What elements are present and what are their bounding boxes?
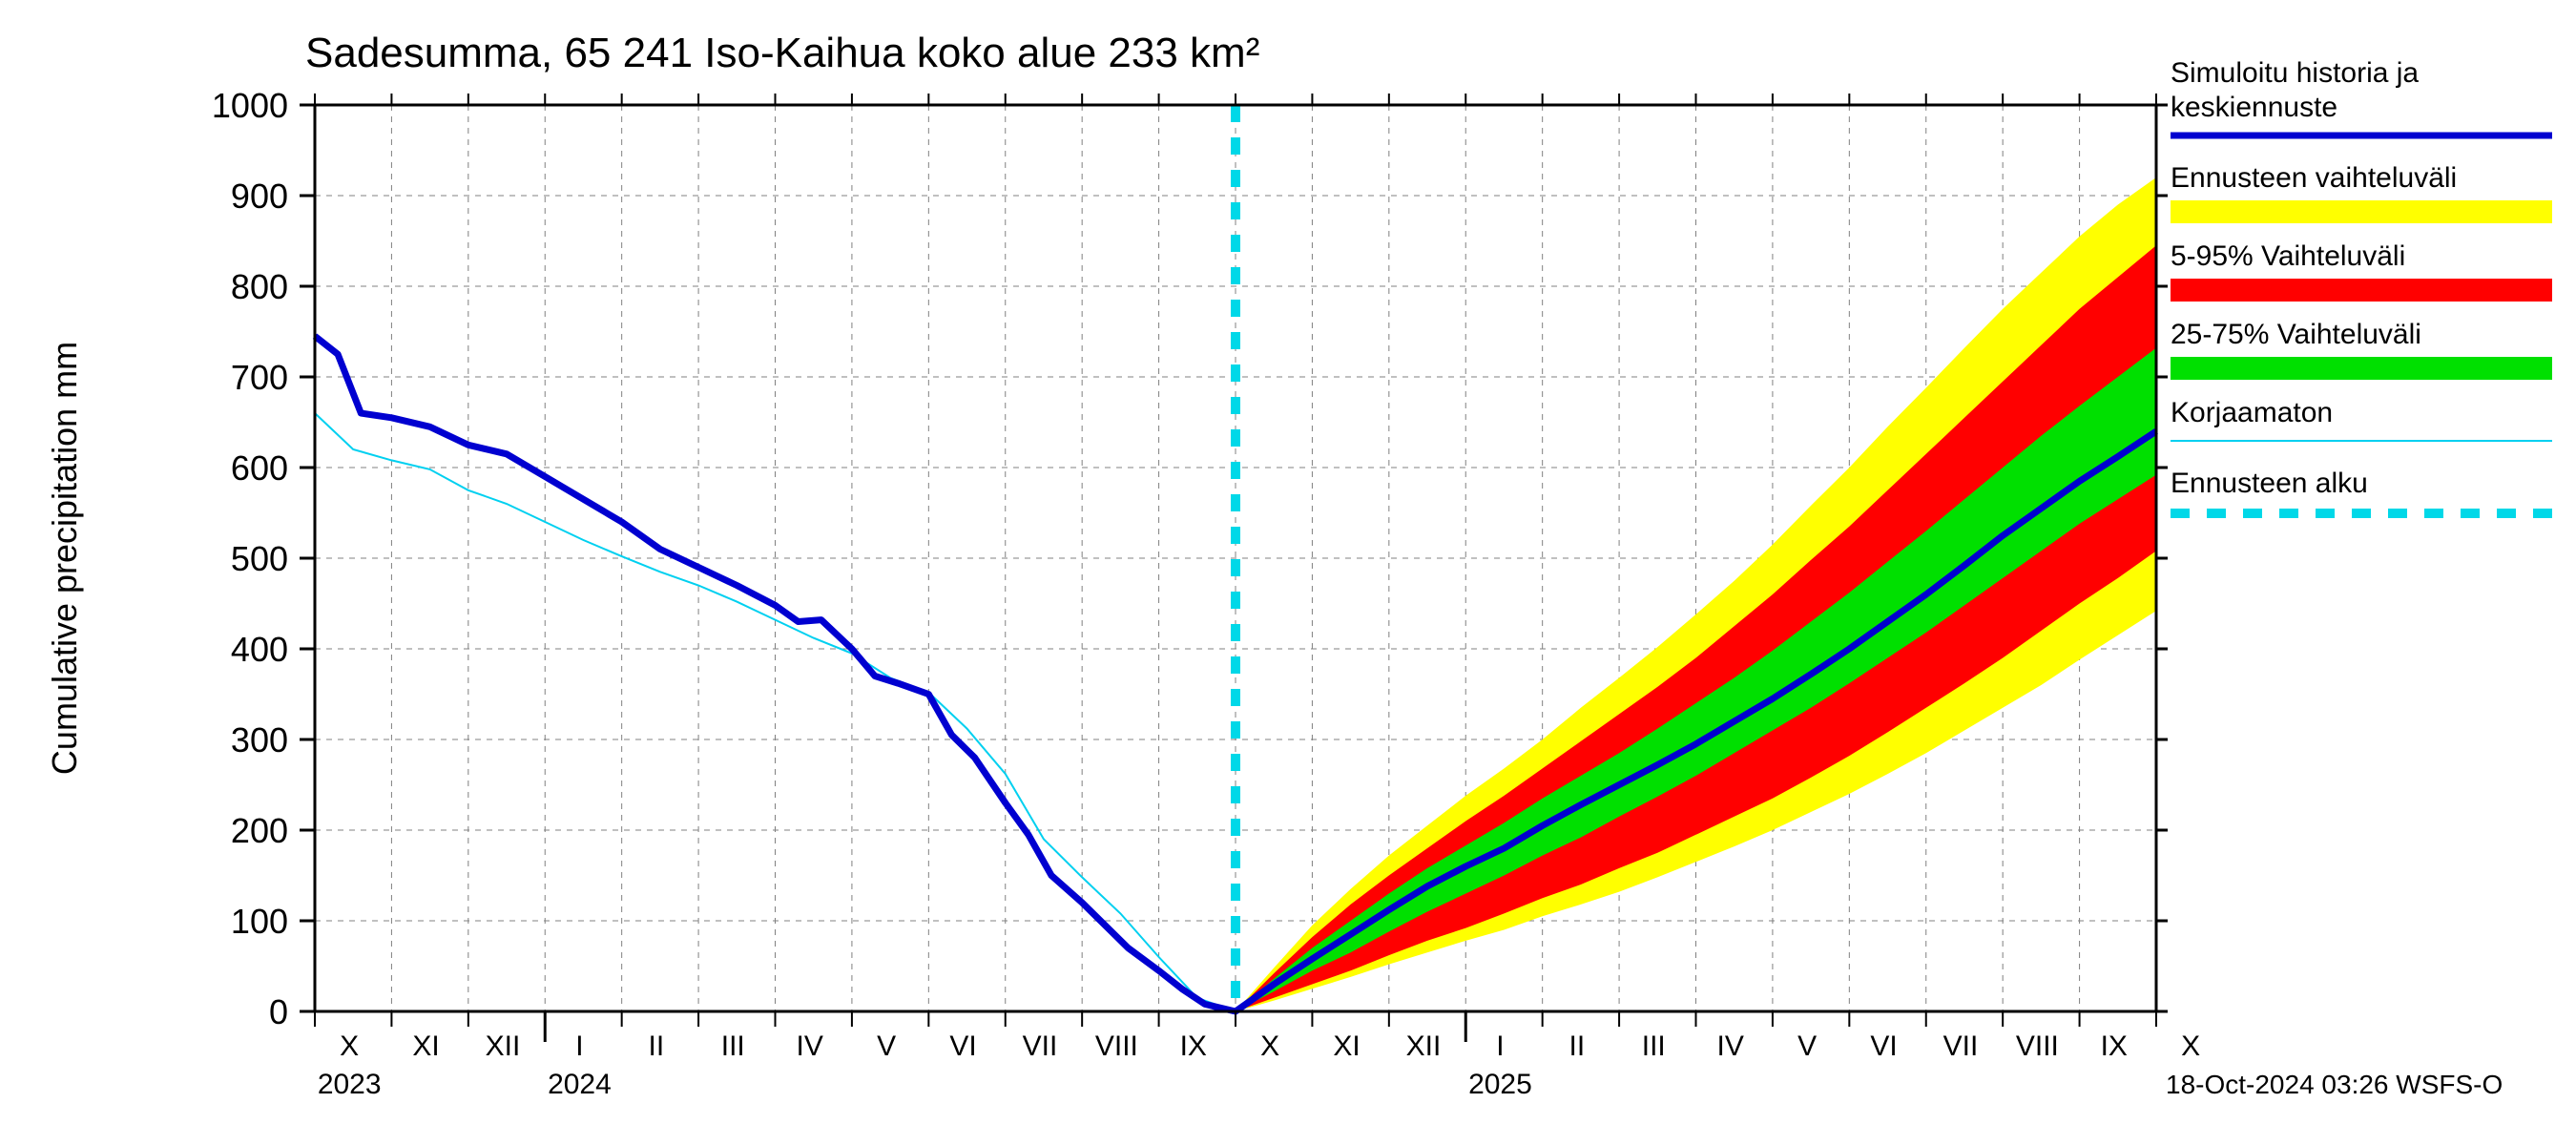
y-tick-label: 600 bbox=[231, 448, 288, 488]
x-month-label: VIII bbox=[2016, 1030, 2059, 1062]
legend-label: Simuloitu historia ja bbox=[2171, 57, 2419, 89]
x-month-label: V bbox=[877, 1030, 896, 1062]
y-tick-label: 500 bbox=[231, 539, 288, 578]
legend-label: Ennusteen alku bbox=[2171, 468, 2368, 499]
x-month-label: X bbox=[1260, 1030, 1279, 1062]
chart-container: 01002003004005006007008009001000XXIXIIII… bbox=[0, 0, 2576, 1145]
x-month-label: XII bbox=[486, 1030, 521, 1062]
y-tick-label: 100 bbox=[231, 902, 288, 941]
x-month-label: VI bbox=[949, 1030, 976, 1062]
legend-swatch bbox=[2171, 357, 2552, 380]
y-tick-label: 200 bbox=[231, 811, 288, 850]
x-month-label: VIII bbox=[1095, 1030, 1138, 1062]
y-tick-label: 800 bbox=[231, 267, 288, 306]
legend-label: keskiennuste bbox=[2171, 92, 2337, 123]
x-year-label: 2023 bbox=[318, 1069, 382, 1100]
y-tick-label: 700 bbox=[231, 358, 288, 397]
legend-label: Korjaamaton bbox=[2171, 397, 2333, 428]
x-month-label: VII bbox=[1943, 1030, 1979, 1062]
y-tick-label: 0 bbox=[269, 992, 288, 1031]
x-month-label: VI bbox=[1870, 1030, 1897, 1062]
x-month-label: I bbox=[575, 1030, 583, 1062]
y-axis-title: Cumulative precipitation mm bbox=[45, 342, 84, 775]
precipitation-chart: 01002003004005006007008009001000XXIXIIII… bbox=[0, 0, 2576, 1145]
x-month-label: V bbox=[1797, 1030, 1817, 1062]
legend-swatch bbox=[2171, 200, 2552, 223]
x-month-label: IV bbox=[1717, 1030, 1744, 1062]
x-month-label: X bbox=[2181, 1030, 2200, 1062]
y-tick-label: 900 bbox=[231, 177, 288, 216]
x-month-label: XI bbox=[1333, 1030, 1360, 1062]
legend-swatch bbox=[2171, 279, 2552, 302]
x-month-label: I bbox=[1496, 1030, 1504, 1062]
x-month-label: III bbox=[1642, 1030, 1666, 1062]
legend-label: 25-75% Vaihteluväli bbox=[2171, 319, 2421, 350]
x-month-label: II bbox=[649, 1030, 665, 1062]
chart-footer: 18-Oct-2024 03:26 WSFS-O bbox=[2166, 1070, 2503, 1099]
x-year-label: 2025 bbox=[1468, 1069, 1532, 1100]
chart-title: Sadesumma, 65 241 Iso-Kaihua koko alue 2… bbox=[305, 30, 1259, 76]
x-month-label: XII bbox=[1406, 1030, 1442, 1062]
x-month-label: IX bbox=[2101, 1030, 2128, 1062]
x-month-label: II bbox=[1569, 1030, 1586, 1062]
x-year-label: 2024 bbox=[548, 1069, 612, 1100]
y-tick-label: 1000 bbox=[212, 86, 288, 125]
y-tick-label: 300 bbox=[231, 720, 288, 760]
x-month-label: IX bbox=[1180, 1030, 1207, 1062]
x-month-label: VII bbox=[1023, 1030, 1058, 1062]
y-tick-label: 400 bbox=[231, 630, 288, 669]
x-month-label: XI bbox=[412, 1030, 439, 1062]
x-month-label: III bbox=[721, 1030, 745, 1062]
x-month-label: IV bbox=[797, 1030, 823, 1062]
x-month-label: X bbox=[340, 1030, 359, 1062]
legend-label: 5-95% Vaihteluväli bbox=[2171, 240, 2405, 272]
legend-label: Ennusteen vaihteluväli bbox=[2171, 162, 2457, 194]
